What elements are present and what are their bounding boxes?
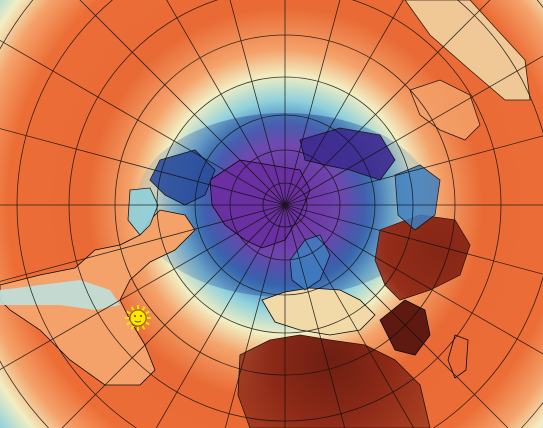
meridian-line [284,204,415,428]
meridian-line [284,204,509,428]
kamchatka-peninsula [409,79,481,141]
meridian-line [0,39,286,206]
scandinavia [289,234,331,291]
meridian-line [79,0,286,206]
hudson-bay [127,187,159,236]
east-siberia [394,164,441,231]
meridian-line [284,204,543,355]
meridian-line [155,204,286,428]
meridian-line [284,0,491,206]
sun-icon [125,305,151,331]
asia-land-fill [375,215,470,300]
japan-islands [447,334,469,379]
meridian-line [284,0,341,206]
arabia [379,299,431,356]
meridian-line [224,204,286,428]
meridian-line [0,204,286,371]
meridian-line [0,128,286,206]
meridian-line [284,204,346,428]
northeast-landmass [404,0,531,101]
meridian-line [284,55,543,206]
meridian-line [166,0,286,206]
meridian-line [0,204,286,282]
meridian-line [61,204,286,428]
siberia-north [299,127,396,181]
meridian-line [284,135,543,206]
meridian-line [229,0,286,206]
africa-land-fill [238,335,430,428]
meridian-line [284,0,404,206]
meridian-line [284,204,543,275]
europe-land [261,287,376,336]
